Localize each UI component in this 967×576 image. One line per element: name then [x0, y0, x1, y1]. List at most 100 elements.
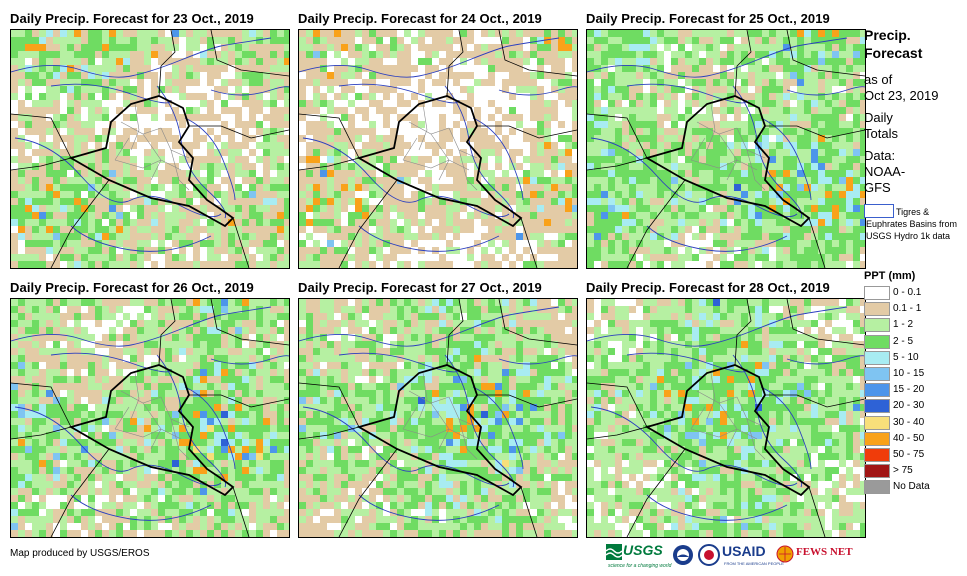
precip-grid: [299, 30, 577, 268]
basin-river-line: [299, 306, 560, 347]
basin-river-line: [70, 225, 212, 252]
precip-map: [10, 29, 290, 269]
basin-river-line: [11, 306, 272, 347]
legend-item: 30 - 40: [858, 415, 964, 431]
admin-boundary: [130, 103, 140, 151]
usgs-wave-icon: [606, 544, 622, 560]
legend-item: 10 - 15: [858, 366, 964, 382]
country-border: [299, 157, 360, 171]
iraq-border: [68, 364, 235, 497]
country-border: [338, 448, 398, 537]
ppt-legend-title: PPT (mm): [864, 270, 916, 282]
admin-boundary: [706, 372, 716, 420]
basin-river-line: [444, 85, 515, 219]
country-border: [765, 394, 865, 408]
precip-map: [298, 29, 578, 269]
basin-river-line: [760, 386, 812, 470]
admin-boundary: [114, 159, 162, 169]
legend-data-line2: NOAA-: [864, 164, 906, 179]
usgs-logo: USGS science for a changing world: [606, 541, 686, 571]
country-border: [734, 30, 752, 97]
legend-item: 40 - 50: [858, 431, 964, 447]
admin-boundary: [402, 406, 418, 430]
legend-label: 0 - 0.1: [893, 287, 922, 298]
legend-totals-line1: Daily: [864, 110, 893, 125]
country-border: [520, 486, 538, 537]
basin-river-line: [646, 225, 788, 252]
admin-boundary: [418, 372, 428, 420]
country-border: [11, 157, 72, 171]
precip-grid: [587, 299, 865, 537]
country-border: [587, 426, 648, 440]
legend-swatch: [864, 415, 890, 430]
country-border: [808, 217, 826, 268]
panel-title: Daily Precip. Forecast for 27 Oct., 2019: [298, 280, 542, 295]
basin-river-line: [358, 225, 500, 252]
basin-river-line: [156, 85, 227, 219]
basin-river-line: [70, 494, 212, 521]
basin-river-line: [590, 406, 798, 487]
legend-item: 50 - 75: [858, 447, 964, 463]
legend-label: 20 - 30: [893, 400, 925, 412]
legend-swatch: [864, 286, 890, 300]
usgs-logo-text: USGS: [623, 542, 663, 558]
legend-swatch: [864, 399, 890, 414]
country-border: [50, 448, 110, 537]
country-border: [232, 217, 250, 268]
country-border: [11, 382, 72, 428]
legend-asof-line2: Oct 23, 2019: [864, 88, 939, 103]
iraq-border: [644, 95, 811, 228]
admin-boundary: [438, 159, 450, 181]
admin-boundary: [726, 428, 738, 450]
legend-label: 2 - 5: [893, 335, 914, 347]
panel-title: Daily Precip. Forecast for 25 Oct., 2019: [586, 11, 830, 26]
admin-boundary: [438, 428, 450, 450]
basin-river-line: [587, 37, 848, 78]
basin-river-line: [498, 86, 577, 100]
legend-label: 1 - 2: [893, 319, 914, 331]
country-border: [11, 426, 72, 440]
legend-swatch: [864, 334, 890, 349]
doi-seal-icon: [698, 544, 720, 566]
legend-asof-line1: as of: [864, 72, 893, 87]
legend-swatch: [864, 350, 890, 365]
precip-grid: [11, 299, 289, 537]
basin-river-line: [732, 354, 803, 488]
country-border: [587, 382, 648, 428]
admin-boundary: [458, 418, 478, 460]
basin-river-line: [444, 354, 515, 488]
legend-label: 50 - 75: [893, 448, 925, 460]
legend-swatch: [864, 431, 890, 446]
basin-river-line: [184, 117, 236, 201]
admin-boundary: [746, 418, 766, 460]
admin-boundary: [402, 428, 450, 438]
basin-river-line: [338, 83, 460, 104]
ppt-legend-items: 0 - 0.1 0.1 - 1 1 - 2 2 - 5 5 - 10 10 - 15 15 …: [858, 285, 964, 495]
basin-river-line: [302, 137, 510, 218]
legend-label: 5 - 10: [893, 351, 919, 363]
basin-river-line: [338, 352, 460, 373]
legend-label: 0.1 - 1: [893, 303, 922, 315]
basin-river-line: [786, 86, 865, 100]
iraq-border: [356, 364, 523, 497]
admin-boundary: [114, 406, 130, 430]
fewsnet-logo-text: FEWS NET: [796, 546, 853, 558]
precip-grid: [11, 30, 289, 268]
country-border: [50, 179, 110, 268]
country-border: [189, 394, 289, 408]
country-border: [498, 299, 577, 346]
legend-swatch: [864, 480, 890, 495]
country-border: [299, 382, 360, 428]
legend-item: 0 - 0.1: [858, 285, 964, 301]
country-border: [446, 30, 464, 97]
country-border: [626, 448, 686, 537]
admin-boundary: [170, 149, 190, 191]
country-border: [786, 30, 865, 77]
legend-item: 1 - 2: [858, 317, 964, 333]
country-border: [158, 30, 176, 97]
legend-title-line1: Precip.: [864, 27, 911, 43]
country-border: [232, 486, 250, 537]
iraq-border: [68, 95, 235, 228]
admin-boundary: [114, 428, 162, 438]
basin-river-line: [646, 494, 788, 521]
